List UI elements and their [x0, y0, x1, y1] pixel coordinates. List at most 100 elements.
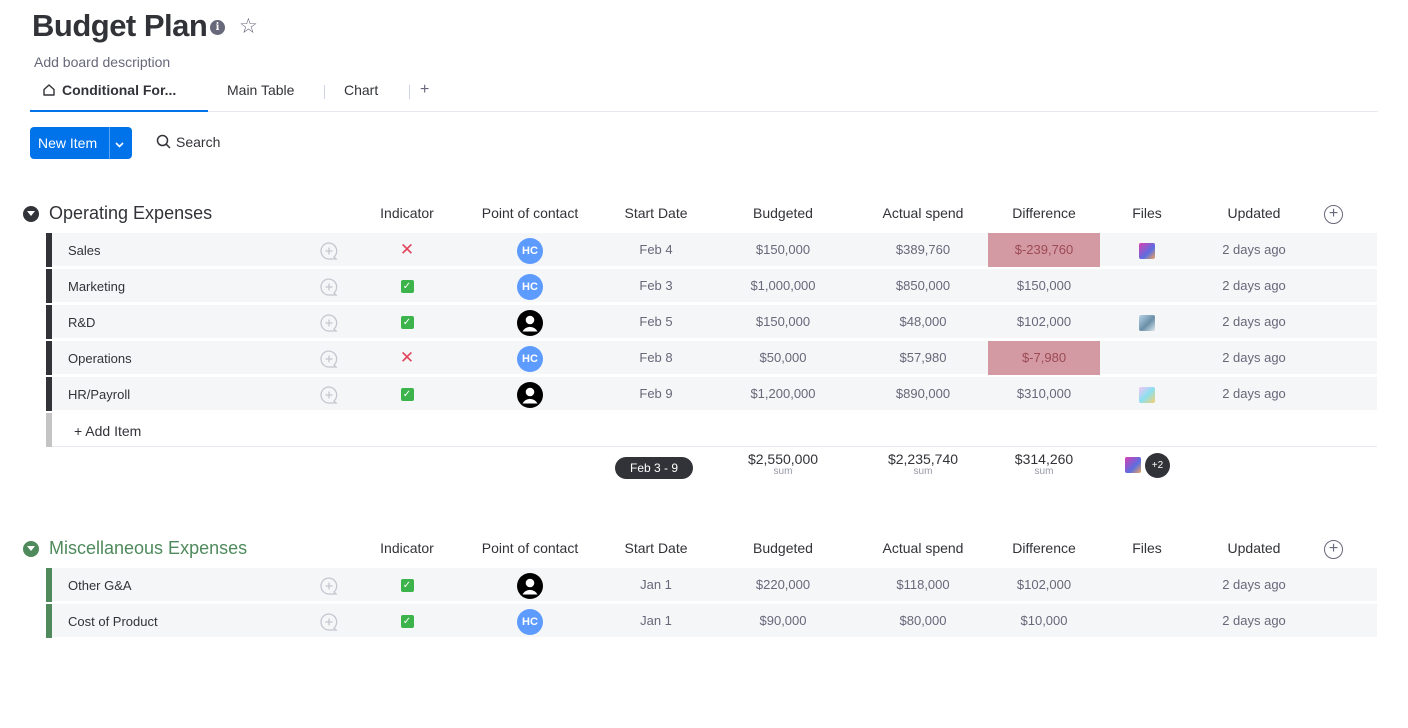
- cell-start[interactable]: Feb 5: [639, 314, 673, 329]
- cell-contact[interactable]: HC: [470, 604, 590, 638]
- cell-updated[interactable]: 2 days ago: [1222, 613, 1286, 628]
- cell-file[interactable]: [1107, 604, 1187, 638]
- column-header-contact[interactable]: Point of contact: [481, 540, 579, 556]
- chevron-down-icon[interactable]: [114, 137, 125, 153]
- board-title[interactable]: Budget Plan: [32, 8, 208, 43]
- cell-updated[interactable]: 2 days ago: [1222, 577, 1286, 592]
- cell-budgeted[interactable]: $150,000: [755, 314, 811, 329]
- cell-actual[interactable]: $48,000: [899, 314, 947, 329]
- new-item-button[interactable]: New Item: [30, 127, 132, 159]
- add-view-button[interactable]: +: [420, 81, 430, 98]
- table-row[interactable]: Operations ✕ HC Feb 8 $50,000 $57,980 $-7,980 2…: [46, 341, 1377, 375]
- cell-start[interactable]: Jan 1: [640, 613, 672, 628]
- column-header-difference[interactable]: Difference: [1012, 540, 1076, 556]
- add-item-button[interactable]: + Add Item: [74, 423, 142, 439]
- cell-start[interactable]: Feb 3: [639, 278, 673, 293]
- board-description[interactable]: Add board description: [34, 54, 171, 70]
- cell-difference[interactable]: $-239,760: [988, 233, 1100, 267]
- cell-indicator[interactable]: ✓: [362, 604, 452, 638]
- add-item-row[interactable]: + Add Item: [46, 413, 1377, 447]
- item-name[interactable]: HR/Payroll: [68, 387, 131, 402]
- tab-main-table[interactable]: Main Table: [227, 82, 295, 98]
- cell-actual[interactable]: $890,000: [895, 386, 951, 401]
- cell-contact[interactable]: HC: [470, 341, 590, 375]
- column-header-budgeted[interactable]: Budgeted: [753, 205, 813, 221]
- avatar[interactable]: HC: [517, 345, 543, 372]
- add-update-icon[interactable]: [319, 349, 339, 374]
- add-column-icon[interactable]: +: [1324, 540, 1343, 559]
- cell-start[interactable]: Feb 4: [639, 242, 673, 257]
- tab-conditional-formatting[interactable]: Conditional For...: [30, 76, 208, 112]
- table-row[interactable]: Sales ✕ HC Feb 4 $150,000 $389,760 $-239,760 2 …: [46, 233, 1377, 267]
- cell-budgeted[interactable]: $220,000: [755, 577, 811, 592]
- cell-budgeted[interactable]: $50,000: [759, 350, 807, 365]
- person-icon[interactable]: [517, 309, 543, 336]
- column-header-difference[interactable]: Difference: [1012, 205, 1076, 221]
- cell-updated[interactable]: 2 days ago: [1222, 386, 1286, 401]
- column-header-actual[interactable]: Actual spend: [882, 540, 964, 556]
- group-title[interactable]: Operating Expenses: [49, 203, 213, 223]
- tab-chart[interactable]: Chart: [344, 82, 379, 98]
- more-files-badge[interactable]: +2: [1145, 453, 1170, 478]
- column-header-updated[interactable]: Updated: [1227, 205, 1281, 221]
- cell-updated[interactable]: 2 days ago: [1222, 350, 1286, 365]
- column-header-indicator[interactable]: Indicator: [380, 205, 434, 221]
- column-header-file[interactable]: Files: [1132, 205, 1162, 221]
- item-name[interactable]: Other G&A: [68, 578, 132, 593]
- cell-difference[interactable]: $102,000: [1016, 577, 1072, 592]
- table-row[interactable]: R&D ✓ Feb 5 $150,000 $48,000 $102,000 2 days a…: [46, 305, 1377, 339]
- avatar[interactable]: HC: [517, 237, 543, 264]
- column-header-indicator[interactable]: Indicator: [380, 540, 434, 556]
- cell-difference[interactable]: $102,000: [1016, 314, 1072, 329]
- cell-actual[interactable]: $850,000: [895, 278, 951, 293]
- cell-contact[interactable]: [470, 305, 590, 339]
- cell-indicator[interactable]: ✓: [362, 377, 452, 411]
- table-row[interactable]: Other G&A ✓ Jan 1 $220,000 $118,000 $102,000 2…: [46, 568, 1377, 602]
- person-icon[interactable]: [517, 572, 543, 599]
- file-thumbnail[interactable]: [1139, 242, 1155, 259]
- cell-file[interactable]: [1107, 568, 1187, 602]
- cell-difference[interactable]: $-7,980: [988, 341, 1100, 375]
- cell-contact[interactable]: [470, 568, 590, 602]
- cell-indicator[interactable]: ✓: [362, 568, 452, 602]
- add-update-icon[interactable]: [319, 241, 339, 266]
- cell-actual[interactable]: $80,000: [899, 613, 947, 628]
- table-row[interactable]: Cost of Product ✓ HC Jan 1 $90,000 $80,000 $10…: [46, 604, 1377, 638]
- table-row[interactable]: HR/Payroll ✓ Feb 9 $1,200,000 $890,000 $310,0…: [46, 377, 1377, 411]
- add-update-icon[interactable]: [319, 313, 339, 338]
- cell-updated[interactable]: 2 days ago: [1222, 314, 1286, 329]
- cell-start[interactable]: Feb 8: [639, 350, 673, 365]
- cell-indicator[interactable]: ✕: [362, 233, 452, 267]
- cell-start[interactable]: Feb 9: [639, 386, 673, 401]
- group-title[interactable]: Miscellaneous Expenses: [49, 538, 248, 558]
- collapse-group-icon[interactable]: [23, 206, 39, 222]
- table-row[interactable]: Marketing ✓ HC Feb 3 $1,000,000 $850,000 $150,…: [46, 269, 1377, 303]
- file-thumbnail[interactable]: [1125, 457, 1141, 473]
- cell-difference[interactable]: $310,000: [1016, 386, 1072, 401]
- star-icon[interactable]: ☆: [239, 15, 258, 38]
- cell-actual[interactable]: $118,000: [896, 577, 950, 592]
- column-header-actual[interactable]: Actual spend: [882, 205, 964, 221]
- cell-difference[interactable]: $10,000: [1020, 613, 1068, 628]
- item-name[interactable]: Cost of Product: [68, 614, 158, 629]
- avatar[interactable]: HC: [517, 273, 543, 300]
- cell-start[interactable]: Jan 1: [640, 577, 672, 592]
- search-button[interactable]: Search: [156, 134, 220, 153]
- add-update-icon[interactable]: [319, 576, 339, 601]
- cell-file[interactable]: [1107, 233, 1187, 267]
- cell-file[interactable]: [1107, 269, 1187, 303]
- column-header-start[interactable]: Start Date: [624, 205, 688, 221]
- cell-updated[interactable]: 2 days ago: [1222, 242, 1286, 257]
- cell-actual[interactable]: $57,980: [899, 350, 947, 365]
- file-thumbnail[interactable]: [1139, 314, 1155, 331]
- cell-indicator[interactable]: ✓: [362, 305, 452, 339]
- cell-contact[interactable]: HC: [470, 233, 590, 267]
- cell-budgeted[interactable]: $1,200,000: [750, 386, 816, 401]
- avatar[interactable]: HC: [517, 608, 543, 635]
- date-range-badge[interactable]: Feb 3 - 9: [615, 457, 693, 479]
- cell-file[interactable]: [1107, 377, 1187, 411]
- info-icon[interactable]: i: [210, 20, 225, 35]
- cell-updated[interactable]: 2 days ago: [1222, 278, 1286, 293]
- cell-budgeted[interactable]: $90,000: [759, 613, 807, 628]
- add-update-icon[interactable]: [319, 612, 339, 637]
